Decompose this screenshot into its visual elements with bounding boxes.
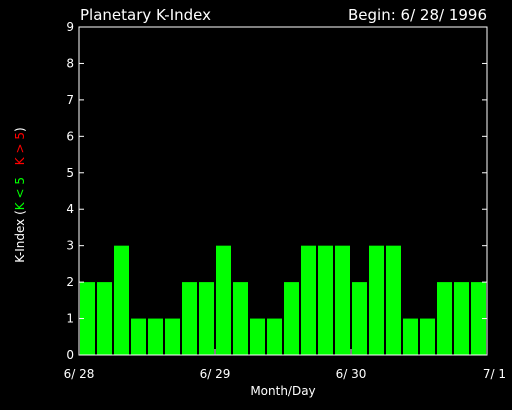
bar-16	[352, 282, 367, 355]
x-tick-label-3: 7/ 1	[483, 367, 506, 381]
y-tick-label-8: 8	[66, 56, 74, 70]
bar-23	[471, 282, 486, 355]
axes-group	[78, 26, 488, 356]
y-axis-title: K-Index (K < 5 K > 5)	[13, 127, 27, 262]
bar-11	[267, 318, 282, 355]
bar-21	[437, 282, 452, 355]
y-axis-title-low: K < 5	[13, 177, 27, 210]
x-axis-title: Month/Day	[250, 384, 315, 398]
y-axis-title-prefix: K-Index (	[13, 210, 27, 262]
bar-5	[165, 318, 180, 355]
svg-text:K-Index (K < 5 K > 5): K-Index (K < 5 K > 5)	[13, 127, 27, 262]
bar-8	[216, 245, 231, 355]
x-tick-label-1: 6/ 29	[200, 367, 231, 381]
bar-13	[301, 245, 316, 355]
bar-2	[114, 245, 129, 355]
bar-20	[420, 318, 435, 355]
bar-0	[80, 282, 95, 355]
bar-4	[148, 318, 163, 355]
y-ticks-group: 0 1 2 3 4 5 6 7 8 9	[66, 20, 487, 362]
bar-6	[182, 282, 197, 355]
bar-22	[454, 282, 469, 355]
bars-group	[80, 245, 486, 355]
y-tick-label-1: 1	[66, 312, 74, 326]
bar-17	[369, 245, 384, 355]
y-tick-label-2: 2	[66, 275, 74, 289]
bar-9	[233, 282, 248, 355]
y-tick-label-9: 9	[66, 20, 74, 34]
x-ticks-group: 6/ 28 6/ 29 6/ 30 7/ 1	[64, 349, 506, 381]
chart-title: Planetary K-Index	[80, 6, 211, 24]
y-axis-title-suffix: )	[13, 127, 27, 132]
y-tick-label-6: 6	[66, 129, 74, 143]
y-axis-title-high: K > 5	[13, 132, 27, 165]
y-tick-label-4: 4	[66, 202, 74, 216]
bar-7	[199, 282, 214, 355]
y-tick-label-3: 3	[66, 239, 74, 253]
bar-18	[386, 245, 401, 355]
bar-15	[335, 245, 350, 355]
x-tick-label-0: 6/ 28	[64, 367, 95, 381]
bar-1	[97, 282, 112, 355]
bar-3	[131, 318, 146, 355]
bar-14	[318, 245, 333, 355]
y-tick-label-7: 7	[66, 93, 74, 107]
y-tick-label-0: 0	[66, 348, 74, 362]
x-tick-label-2: 6/ 30	[336, 367, 367, 381]
bar-10	[250, 318, 265, 355]
bar-12	[284, 282, 299, 355]
y-tick-label-5: 5	[66, 166, 74, 180]
plot-frame	[78, 26, 488, 356]
bar-19	[403, 318, 418, 355]
begin-date-label: Begin: 6/ 28/ 1996	[348, 6, 487, 24]
